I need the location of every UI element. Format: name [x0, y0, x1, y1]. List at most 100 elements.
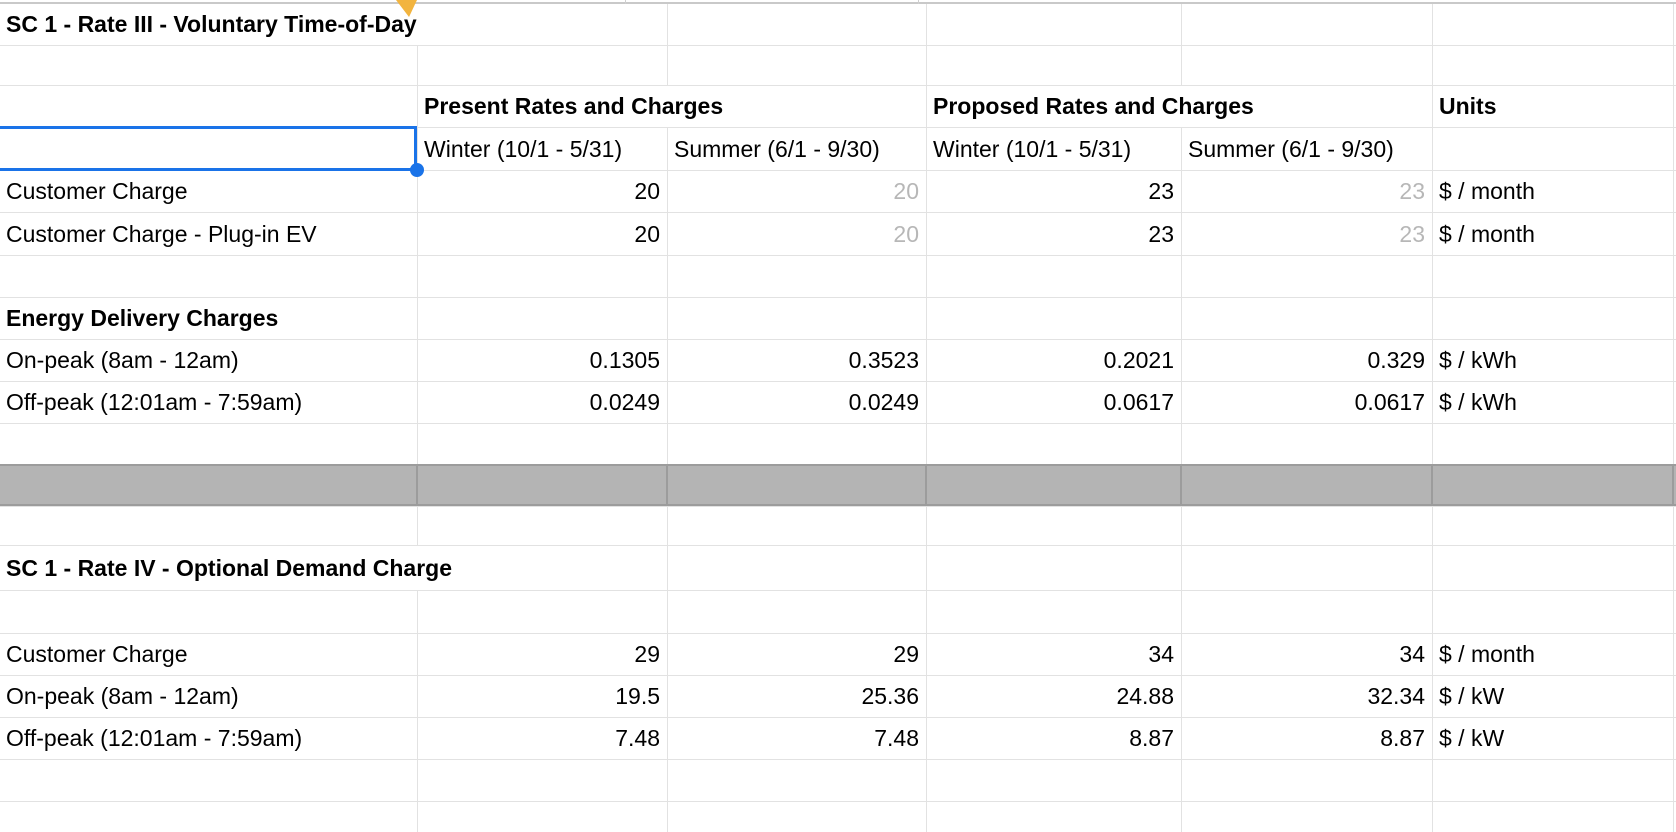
unit-cell[interactable]: $ / kWh — [1439, 347, 1517, 373]
column-group-header-present[interactable]: Present Rates and Charges — [424, 86, 736, 127]
cell-value[interactable]: 20 — [893, 178, 919, 204]
row-label[interactable]: On-peak (8am - 12am) — [6, 347, 239, 373]
row-label[interactable]: Customer Charge — [6, 178, 188, 204]
sheet-row[interactable]: Customer Charge 20 20 23 23 $ / month — [0, 171, 1676, 212]
gridline — [0, 255, 1676, 256]
gridline — [925, 466, 927, 504]
sheet-row[interactable] — [0, 760, 1676, 801]
sheet-row[interactable]: Customer Charge 29 29 34 34 $ / month — [0, 634, 1676, 675]
gridline — [0, 506, 1676, 507]
gridline — [1432, 4, 1433, 832]
season-header[interactable]: Summer (6/1 - 9/30) — [1188, 136, 1394, 162]
gridline — [0, 545, 1676, 546]
sheet-row[interactable] — [0, 424, 1676, 464]
gray-separator-row[interactable] — [0, 464, 1676, 506]
cell-value[interactable]: 0.2021 — [1103, 347, 1174, 373]
cell-value[interactable]: 20 — [893, 221, 919, 247]
gridline — [666, 466, 668, 504]
unit-cell[interactable]: $ / kW — [1439, 725, 1505, 751]
gridline — [0, 85, 1676, 86]
cell-value[interactable]: 19.5 — [615, 683, 660, 709]
row-label[interactable]: Off-peak (12:01am - 7:59am) — [6, 725, 303, 751]
cell-value[interactable]: 0.1305 — [589, 347, 660, 373]
gridline — [0, 339, 1676, 340]
cell-value[interactable]: 20 — [634, 221, 660, 247]
sheet-row[interactable]: Present Rates and Charges Proposed Rates … — [0, 86, 1676, 127]
gridline — [0, 212, 1676, 213]
season-header[interactable]: Summer (6/1 - 9/30) — [674, 136, 880, 162]
sheet-row[interactable] — [0, 507, 1676, 545]
cell-value[interactable]: 7.48 — [874, 725, 919, 751]
sheet-row[interactable] — [0, 46, 1676, 85]
gridline — [0, 801, 1676, 802]
sheet-row[interactable] — [0, 256, 1676, 297]
cell-value[interactable]: 8.87 — [1380, 725, 1425, 751]
cell-value[interactable]: 29 — [893, 641, 919, 667]
cell-value[interactable]: 0.3523 — [848, 347, 919, 373]
sheet-row[interactable]: Winter (10/1 - 5/31) Summer (6/1 - 9/30) W… — [0, 128, 1676, 170]
cell-value[interactable]: 0.329 — [1367, 347, 1425, 373]
cell-value[interactable]: 34 — [1399, 641, 1425, 667]
sheet-row[interactable]: Off-peak (12:01am - 7:59am) 0.0249 0.0249 0… — [0, 382, 1676, 423]
cell-value[interactable]: 0.0249 — [589, 389, 660, 415]
gridline — [1672, 466, 1674, 504]
sheet-row[interactable]: Energy Delivery Charges — [0, 298, 1676, 339]
section-title[interactable]: SC 1 - Rate III - Voluntary Time-of-Day — [6, 4, 429, 45]
cell-value[interactable]: 34 — [1148, 641, 1174, 667]
sheet-row[interactable] — [0, 802, 1676, 832]
cell-value[interactable]: 20 — [634, 178, 660, 204]
cell-value[interactable]: 0.0249 — [848, 389, 919, 415]
column-header-units[interactable]: Units — [1439, 93, 1497, 119]
section-title[interactable]: Energy Delivery Charges — [6, 298, 291, 339]
cell-value[interactable]: 0.0617 — [1103, 389, 1174, 415]
gridline — [667, 4, 668, 832]
sheet-row[interactable]: Customer Charge - Plug-in EV 20 20 23 23 $ / … — [0, 213, 1676, 255]
gridline — [1431, 466, 1433, 504]
sheet-row[interactable]: On-peak (8am - 12am) 0.1305 0.3523 0.2021 0.… — [0, 340, 1676, 381]
cell-value[interactable]: 7.48 — [615, 725, 660, 751]
season-header[interactable]: Winter (10/1 - 5/31) — [424, 136, 623, 162]
unit-cell[interactable]: $ / month — [1439, 178, 1535, 204]
cell-value[interactable]: 25.36 — [861, 683, 919, 709]
cell-value[interactable]: 23 — [1148, 221, 1174, 247]
section-title[interactable]: SC 1 - Rate IV - Optional Demand Charge — [6, 546, 465, 590]
cell-value[interactable]: 23 — [1148, 178, 1174, 204]
column-group-header-proposed[interactable]: Proposed Rates and Charges — [933, 86, 1266, 127]
cell-value[interactable]: 32.34 — [1367, 683, 1425, 709]
selection-handle[interactable] — [410, 163, 424, 177]
cell-value[interactable]: 23 — [1399, 178, 1425, 204]
sheet-row[interactable]: SC 1 - Rate III - Voluntary Time-of-Day — [0, 4, 1676, 45]
gridline — [416, 466, 418, 504]
row-label[interactable]: Customer Charge - Plug-in EV — [6, 221, 317, 247]
gridline — [0, 381, 1676, 382]
gridline — [0, 127, 1676, 128]
gridline — [0, 170, 1676, 171]
cell-value[interactable]: 0.0617 — [1354, 389, 1425, 415]
cell-border-fragment — [625, 0, 626, 4]
gridline — [417, 4, 418, 832]
row-label[interactable]: Off-peak (12:01am - 7:59am) — [6, 389, 303, 415]
sheet-row[interactable]: SC 1 - Rate IV - Optional Demand Charge — [0, 546, 1676, 590]
gridline — [0, 717, 1676, 718]
unit-cell[interactable]: $ / month — [1439, 221, 1535, 247]
selected-cell-outline[interactable] — [0, 126, 417, 171]
cell-value[interactable]: 29 — [634, 641, 660, 667]
gridline — [0, 297, 1676, 298]
row-label[interactable]: Customer Charge — [6, 641, 188, 667]
gridline — [0, 423, 1676, 424]
cell-value[interactable]: 8.87 — [1129, 725, 1174, 751]
cell-value[interactable]: 24.88 — [1116, 683, 1174, 709]
gridline — [926, 4, 927, 832]
gridline — [0, 759, 1676, 760]
row-label[interactable]: On-peak (8am - 12am) — [6, 683, 239, 709]
cell-value[interactable]: 23 — [1399, 221, 1425, 247]
sheet-row[interactable]: Off-peak (12:01am - 7:59am) 7.48 7.48 8.87 8… — [0, 718, 1676, 759]
sheet-row[interactable]: On-peak (8am - 12am) 19.5 25.36 24.88 32.34 $… — [0, 676, 1676, 717]
unit-cell[interactable]: $ / kW — [1439, 683, 1505, 709]
season-header[interactable]: Winter (10/1 - 5/31) — [933, 136, 1132, 162]
gridline — [0, 590, 1676, 591]
sheet-row[interactable] — [0, 591, 1676, 633]
unit-cell[interactable]: $ / month — [1439, 641, 1535, 667]
unit-cell[interactable]: $ / kWh — [1439, 389, 1517, 415]
